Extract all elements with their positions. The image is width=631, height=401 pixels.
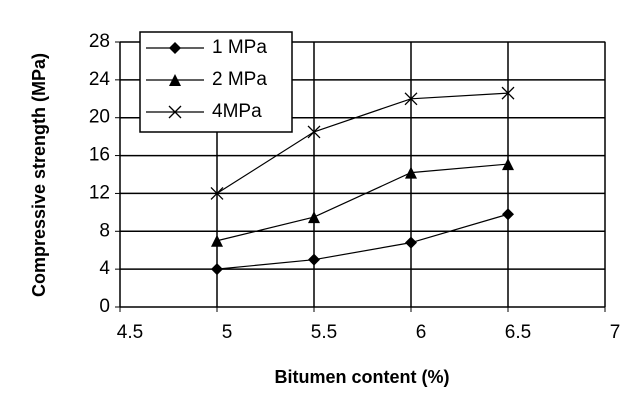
- x-tick-label: 6: [416, 322, 427, 343]
- y-tick-label: 12: [89, 182, 110, 203]
- marker: [502, 158, 514, 171]
- marker: [405, 166, 417, 179]
- legend-box: [139, 31, 293, 133]
- series-line: [216, 92, 509, 194]
- marker: [307, 125, 321, 139]
- y-tick-label: 16: [89, 145, 110, 166]
- legend: 1 MPa 2 MPa 4MPa: [139, 31, 293, 133]
- x-tick-label: 5.5: [311, 322, 337, 343]
- marker: [169, 74, 181, 86]
- x-tick-label: 4.5: [117, 322, 143, 343]
- marker: [501, 86, 515, 100]
- marker: [210, 186, 224, 200]
- y-tick-label: 28: [89, 31, 110, 52]
- x-tick-label: 5: [222, 322, 233, 343]
- x-tick-label: 6.5: [505, 322, 531, 343]
- marker: [168, 105, 182, 119]
- marker: [211, 234, 223, 247]
- marker: [211, 263, 223, 276]
- marker: [308, 253, 320, 266]
- legend-label: 1 MPa: [212, 37, 267, 58]
- marker: [502, 208, 514, 221]
- marker: [405, 236, 417, 249]
- x-tick-label: 7: [610, 322, 621, 343]
- legend-label: 4MPa: [212, 101, 262, 122]
- legend-label: 2 MPa: [212, 69, 267, 90]
- x-axis-label: Bitumen content (%): [275, 367, 450, 387]
- y-tick-label: 20: [89, 107, 110, 128]
- y-tick-label: 24: [89, 69, 111, 90]
- marker: [308, 211, 320, 224]
- marker: [169, 42, 181, 54]
- series-line: [216, 163, 509, 242]
- y-tick-label: 4: [99, 258, 110, 279]
- y-tick-label: 0: [99, 296, 110, 317]
- y-axis-label: Compressive strength (MPa): [29, 53, 49, 297]
- series-line: [216, 213, 509, 270]
- marker: [404, 92, 418, 106]
- y-tick-label: 8: [99, 220, 110, 241]
